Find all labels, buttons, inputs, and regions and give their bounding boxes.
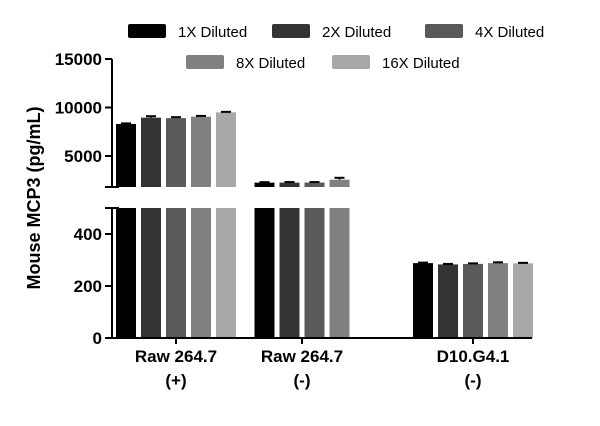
y-tick-label: 15000 (55, 50, 102, 69)
legend-swatch (425, 24, 463, 38)
bar (513, 263, 533, 338)
bar (304, 208, 325, 338)
bar (191, 208, 211, 338)
y-tick-label: 200 (74, 277, 102, 296)
bar (254, 208, 275, 338)
bar (329, 208, 350, 338)
legend-label: 8X Diluted (236, 55, 305, 72)
y-tick-label: 5000 (64, 147, 102, 166)
bar (216, 208, 236, 338)
y-tick-label: 10000 (55, 98, 102, 117)
plot-area (116, 110, 533, 338)
y-tick-label: 400 (74, 225, 102, 244)
bar (141, 208, 161, 338)
bar (413, 263, 433, 338)
bar (116, 123, 136, 187)
bar (254, 182, 275, 187)
bar (141, 117, 161, 187)
x-tick-label: D10.G4.1 (437, 347, 510, 366)
bar (279, 208, 300, 338)
x-tick-label-sub: (-) (294, 371, 311, 390)
x-tick-label: Raw 264.7 (135, 347, 217, 366)
legend-swatch (128, 24, 166, 38)
bar (216, 112, 236, 187)
x-tick-label-sub: (-) (465, 371, 482, 390)
bar (116, 208, 136, 338)
y-axis-label: Mouse MCP3 (pg/mL) (24, 106, 44, 289)
bar (463, 263, 483, 338)
bar (191, 116, 211, 187)
y-tick-label: 0 (93, 329, 102, 348)
legend-swatch (332, 55, 370, 69)
x-tick-label-sub: (+) (165, 371, 186, 390)
bar (329, 179, 350, 187)
bar (488, 263, 508, 338)
x-tick-label: Raw 264.7 (261, 347, 343, 366)
legend-label: 16X Diluted (382, 55, 460, 72)
bar (279, 182, 300, 187)
bar (304, 182, 325, 187)
bar (166, 208, 186, 338)
legend-label: 4X Diluted (475, 24, 544, 41)
legend-swatch (272, 24, 310, 38)
axes: 0 200 400 5000 10000 15000 Raw 264.7 (+) Raw 264… (55, 50, 532, 390)
bar (166, 118, 186, 187)
legend-swatch (186, 55, 224, 69)
bar (438, 264, 458, 338)
legend-label: 2X Diluted (322, 24, 391, 41)
legend: 1X Diluted 2X Diluted 4X Diluted 8X Diluted… (128, 24, 544, 72)
legend-label: 1X Diluted (178, 24, 247, 41)
